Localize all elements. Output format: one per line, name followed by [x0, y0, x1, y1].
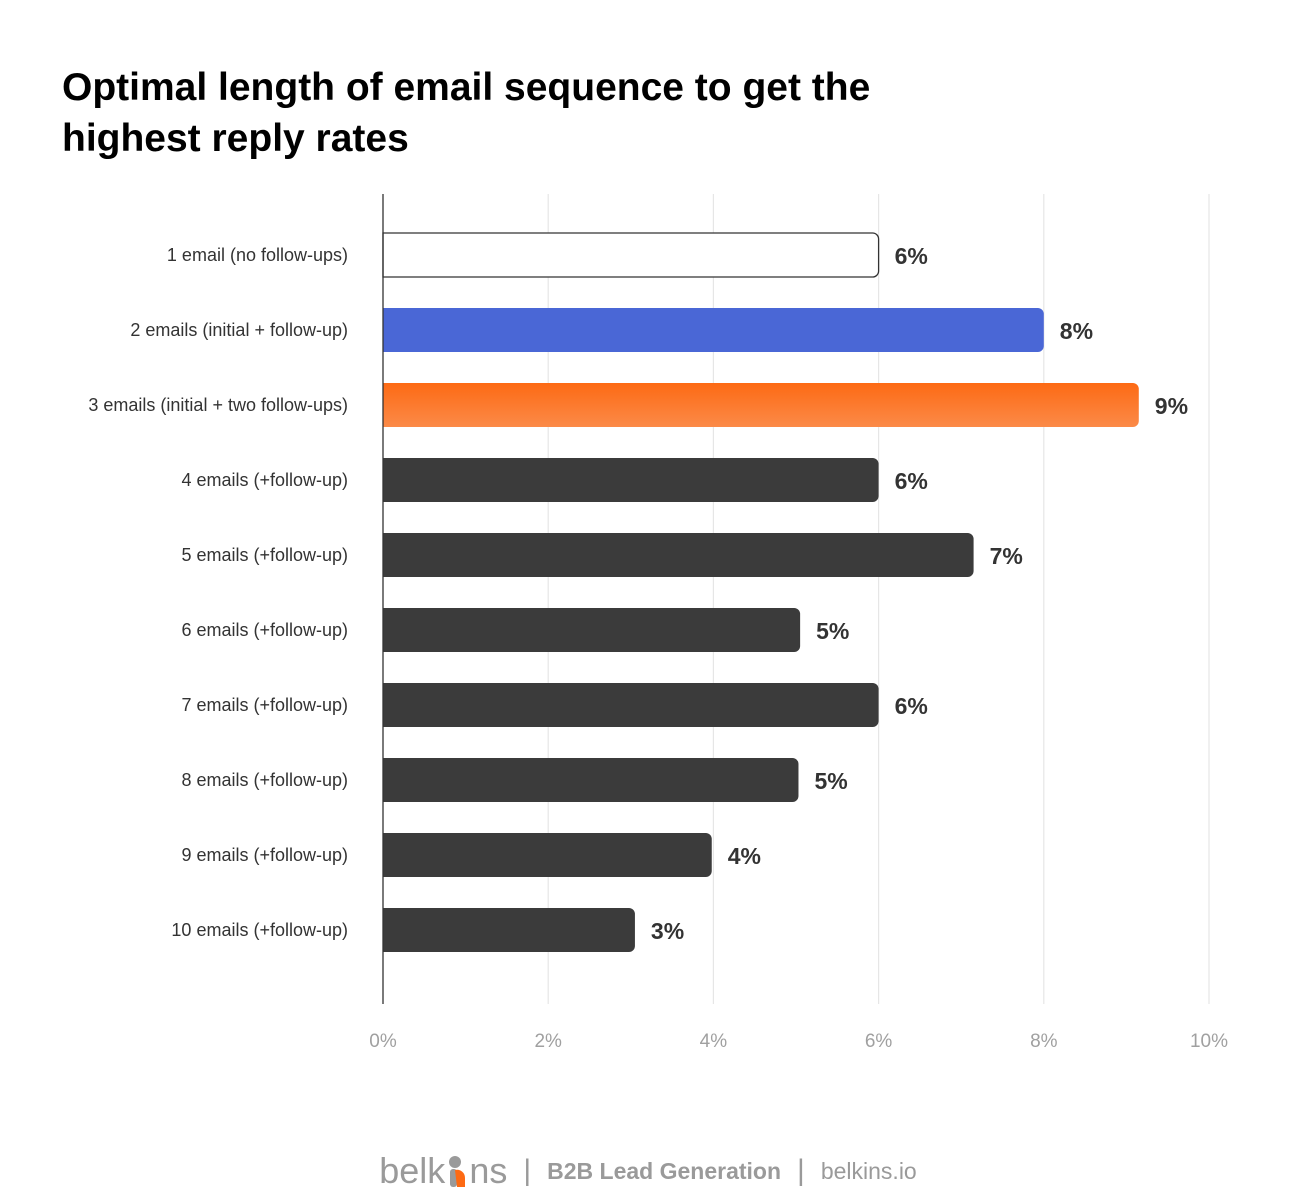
category-label: 1 email (no follow-ups) — [167, 245, 348, 265]
logo-i-mark-icon — [446, 1155, 468, 1187]
value-label: 5% — [816, 618, 849, 644]
value-label: 6% — [895, 243, 928, 269]
category-label: 10 emails (+follow-up) — [171, 920, 348, 940]
belkins-logo: belk ns — [379, 1150, 507, 1192]
value-label: 5% — [814, 768, 847, 794]
value-labels: 6% 8% 9% 6% 7% 5% 6% 5% 4% 3% — [651, 243, 1188, 944]
bar — [383, 908, 635, 952]
x-tick-label: 4% — [700, 1031, 728, 1052]
x-tick-label: 10% — [1190, 1031, 1228, 1052]
logo-text-left: belk — [379, 1150, 446, 1191]
x-tick-labels: 0% 2% 4% 6% 8% 10% — [369, 1031, 1228, 1052]
bar — [383, 458, 879, 502]
bar — [382, 232, 880, 278]
bar — [383, 683, 879, 727]
chart-title: Optimal length of email sequence to get … — [62, 66, 871, 160]
bars — [382, 232, 1139, 952]
logo-text-right: ns — [469, 1150, 508, 1191]
footer-tagline: B2B Lead Generation — [547, 1157, 782, 1184]
category-label: 7 emails (+follow-up) — [181, 695, 348, 715]
bar — [383, 758, 799, 802]
category-label: 9 emails (+follow-up) — [181, 845, 348, 865]
bar — [383, 383, 1139, 427]
footer-separator: | — [797, 1154, 805, 1187]
bar — [383, 833, 712, 877]
category-label: 3 emails (initial + two follow-ups) — [88, 395, 348, 415]
category-label: 6 emails (+follow-up) — [181, 620, 348, 640]
value-label: 6% — [895, 693, 928, 719]
value-label: 3% — [651, 918, 684, 944]
footer-site-link[interactable]: belkins.io — [820, 1157, 917, 1184]
bar-chart: 1 email (no follow-ups) 2 emails (initial… — [88, 194, 1228, 1052]
value-label: 8% — [1060, 318, 1093, 344]
footer-separator: | — [523, 1154, 532, 1187]
value-label: 9% — [1155, 393, 1188, 419]
category-label: 4 emails (+follow-up) — [181, 470, 348, 490]
x-tick-label: 2% — [534, 1031, 562, 1052]
category-label: 2 emails (initial + follow-up) — [130, 320, 348, 340]
bar — [383, 608, 801, 652]
bar — [383, 533, 974, 577]
category-labels: 1 email (no follow-ups) 2 emails (initial… — [88, 245, 348, 940]
category-label: 8 emails (+follow-up) — [181, 770, 348, 790]
x-tick-label: 6% — [865, 1031, 893, 1052]
value-label: 6% — [895, 468, 928, 494]
category-label: 5 emails (+follow-up) — [181, 545, 348, 565]
value-label: 7% — [990, 543, 1023, 569]
footer: belk ns | B2B Lead Generation | belkins.i… — [0, 1148, 1296, 1194]
value-label: 4% — [728, 843, 761, 869]
x-tick-label: 8% — [1030, 1031, 1058, 1052]
x-tick-label: 0% — [369, 1031, 397, 1052]
bar — [383, 308, 1044, 352]
